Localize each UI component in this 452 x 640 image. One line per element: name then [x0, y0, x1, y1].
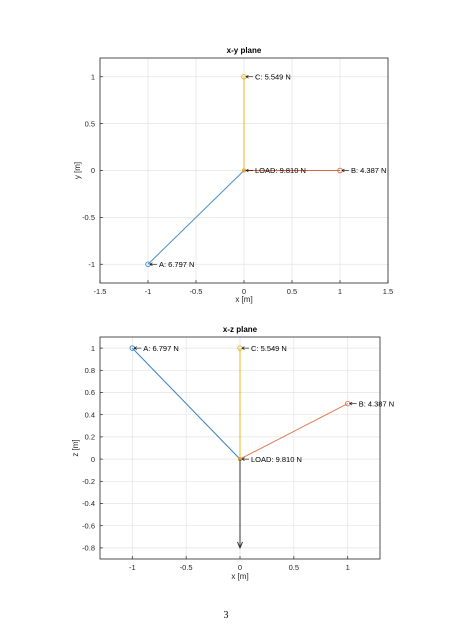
- plot-frame: [99, 336, 381, 560]
- annotation-label: B: 4.387 N: [359, 399, 394, 408]
- load-arrowhead: [237, 541, 243, 550]
- annotation-label: B: 4.387 N: [351, 166, 386, 175]
- annotation-label: A: 6.797 N: [159, 260, 194, 269]
- y-tick-label: 0.8: [85, 366, 95, 375]
- x-tick-label: -1: [129, 563, 136, 572]
- x-tick-label: 0: [238, 563, 242, 572]
- annotation-arrowhead: [245, 74, 249, 79]
- annotation-label: C: 5.549 N: [251, 344, 287, 353]
- y-tick-label: -0.5: [82, 213, 95, 222]
- annotation-label: C: 5.549 N: [255, 72, 291, 81]
- y-tick-label: -0.2: [82, 477, 95, 486]
- annotation-arrowhead: [241, 346, 245, 350]
- x-tick-label: 0.5: [289, 563, 299, 572]
- y-tick-label: 1: [91, 344, 95, 353]
- x-tick-label: -0.5: [180, 563, 193, 572]
- y-tick-label: 0.4: [85, 410, 95, 419]
- plot-frame: [99, 57, 389, 284]
- y-tick-label: 0.2: [85, 433, 95, 442]
- x-tick-label: 1: [346, 563, 350, 572]
- annotation-label: A: 6.797 N: [143, 344, 178, 353]
- y-tick-label: 0.5: [85, 119, 95, 128]
- y-tick-label: -0.8: [82, 544, 95, 553]
- chart-title: x-y plane: [227, 46, 262, 55]
- y-tick-label: 0: [91, 166, 95, 175]
- annotation-label: LOAD: 9.810 N: [255, 166, 306, 175]
- xy-plane-chart: -1.5 -1 -0.5 0 0.5 1 1.5 -1 -0.5 0 0.5 1 x-y plane x …: [73, 46, 393, 304]
- annotation-arrowhead: [349, 401, 353, 406]
- x-tick-label: 1: [338, 287, 342, 296]
- x-axis-label: x [m]: [231, 572, 248, 581]
- series-line: [239, 403, 348, 460]
- x-tick-label: 0.5: [287, 287, 297, 296]
- y-tick-label: 1: [91, 72, 95, 81]
- annotation-arrowhead: [133, 346, 137, 350]
- annotation-label: LOAD: 9.810 N: [251, 455, 302, 464]
- x-tick-label: -0.5: [190, 287, 203, 296]
- series-line: [131, 347, 241, 460]
- xz-plane-chart: -1 -0.5 0 0.5 1 -0.8 -0.6 -0.4 -0.2 0 0.2 0.4 0.6 0.8…: [71, 325, 394, 581]
- x-tick-label: -1.5: [94, 287, 107, 296]
- y-tick-label: -1: [88, 260, 95, 269]
- x-tick-label: -1: [145, 287, 152, 296]
- annotation-arrowhead: [245, 168, 249, 173]
- y-tick-label: -0.6: [82, 521, 95, 530]
- x-tick-label: 0: [242, 287, 246, 296]
- chart-title: x-z plane: [223, 325, 258, 334]
- y-tick-label: 0.6: [85, 388, 95, 397]
- annotation-arrowhead: [149, 262, 153, 267]
- y-axis-label: z [m]: [71, 439, 80, 456]
- y-axis-label: y [m]: [73, 162, 82, 179]
- annotation-arrowhead: [341, 168, 345, 173]
- y-tick-label: 0: [91, 455, 95, 464]
- annotation-arrowhead: [241, 457, 245, 461]
- y-tick-label: -0.4: [82, 499, 95, 508]
- x-tick-label: 1.5: [383, 287, 393, 296]
- x-axis-label: x [m]: [235, 295, 252, 304]
- page-number: 3: [223, 610, 229, 621]
- series-line: [147, 170, 245, 265]
